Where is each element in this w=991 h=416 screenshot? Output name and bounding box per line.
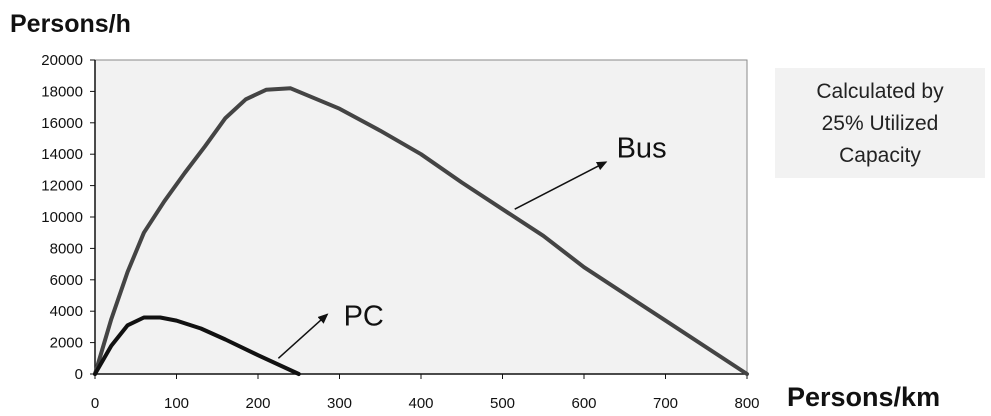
x-tick-label: 600 [571,395,596,412]
plot-area [94,59,748,375]
y-tick-label: 4000 [50,303,83,320]
note-line-3: Capacity [839,144,921,167]
y-tick-label: 12000 [41,178,83,195]
x-tick-label: 800 [734,395,759,412]
series-line-bus [93,86,749,376]
y-axis-label: Persons/h [10,10,131,38]
y-tick-label: 6000 [50,272,83,289]
series-label-bus: Bus [617,132,667,164]
series-line-pc [93,315,301,376]
y-tick-label: 16000 [41,115,83,132]
series-label-pc: PC [344,300,384,332]
x-tick-label: 500 [490,395,515,412]
y-tick-label: 8000 [50,240,83,257]
note-line-2: 25% Utilized [821,112,939,135]
y-tick-label: 2000 [50,335,83,352]
y-tick-label: 10000 [41,209,83,226]
note-line-1: Calculated by [816,80,944,103]
y-tick-label: 20000 [41,52,83,69]
x-tick-label: 0 [91,395,99,412]
y-tick-label: 14000 [41,146,83,163]
y-tick-label: 0 [75,366,83,383]
x-tick-label: 400 [408,395,433,412]
annotation-arrow-bus [514,161,608,210]
x-tick-label: 200 [245,395,270,412]
x-axis-label: Persons/km [787,382,941,412]
y-tick-label: 18000 [41,83,83,100]
annotation-note-box: Calculated by 25% Utilized Capacity [775,68,985,178]
x-tick-label: 700 [653,395,678,412]
annotation-arrow-pc [277,313,329,359]
x-tick-label: 100 [164,395,189,412]
x-tick-label: 300 [327,395,352,412]
